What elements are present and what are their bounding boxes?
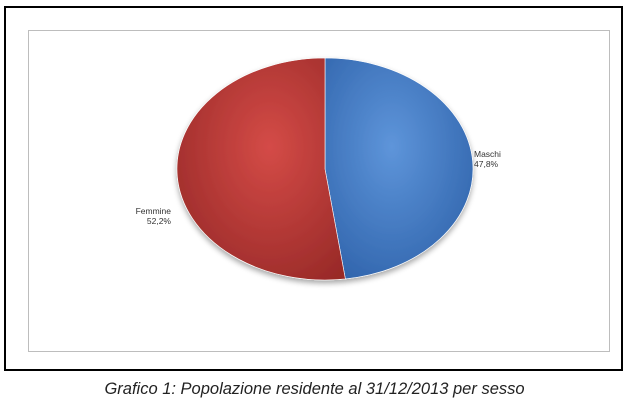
- slice-label-maschi: Maschi: [474, 149, 501, 159]
- pie-slice-femmine: [176, 57, 346, 281]
- slice-value-label-femmine: 52,2%: [147, 216, 172, 226]
- slice-label-femmine: Femmine: [136, 206, 172, 216]
- figure-frame: Maschi 47,8% Femmine 52,2%: [4, 6, 623, 371]
- figure-caption: Grafico 1: Popolazione residente al 31/1…: [104, 380, 525, 398]
- pie-slice-maschi: [324, 57, 474, 280]
- slice-value-label-maschi: 47,8%: [474, 159, 499, 169]
- chart-area: Maschi 47,8% Femmine 52,2%: [28, 30, 610, 352]
